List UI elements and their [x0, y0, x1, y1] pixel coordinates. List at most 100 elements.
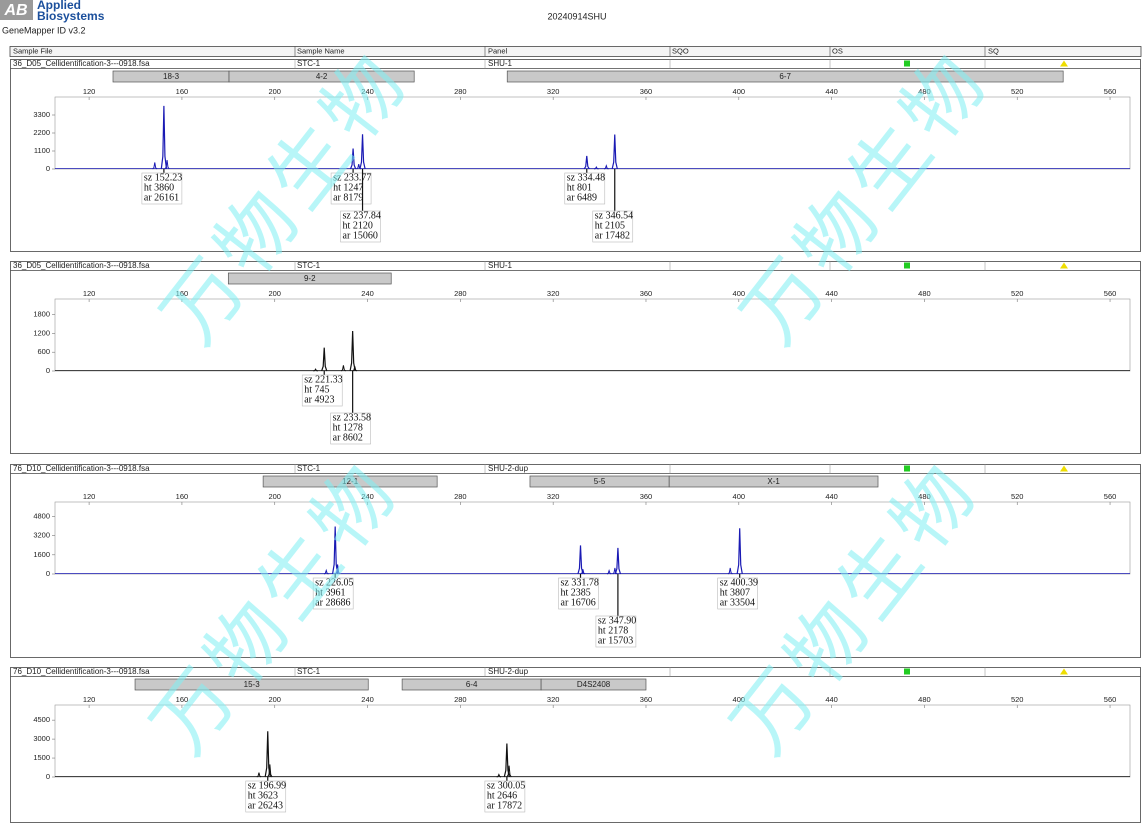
- peak-label-key: ht: [144, 183, 152, 194]
- peak-label: sz 233.58: [333, 413, 371, 424]
- x-tick-label: 440: [825, 289, 838, 298]
- peak-label-box: [564, 172, 606, 205]
- peak-label-key: ht: [720, 588, 728, 599]
- peak: [359, 134, 366, 170]
- peak-label-box: [141, 172, 183, 205]
- peak-label-value: 3860: [154, 183, 174, 194]
- y-tick-label: 1600: [33, 550, 50, 559]
- peak-label-value: 26161: [154, 193, 179, 204]
- peak-label-key: sz: [567, 173, 576, 184]
- peak-label: ar 4923: [304, 395, 334, 406]
- y-tick-label: 3000: [33, 734, 50, 743]
- peak-label: ar 26243: [248, 801, 283, 812]
- peak-label-key: ht: [595, 221, 603, 232]
- peak: [331, 526, 339, 575]
- peak-label: ht 2105: [595, 221, 625, 232]
- peak-label: ht 801: [567, 183, 592, 194]
- peak-label-key: ar: [561, 598, 569, 609]
- peak-label-key: ar: [315, 598, 323, 609]
- peak-label-key: ar: [487, 801, 495, 812]
- x-tick-label: 560: [1104, 289, 1117, 298]
- x-tick-label: 360: [640, 289, 653, 298]
- column-label: Panel: [488, 46, 508, 55]
- status-warning: [1060, 262, 1068, 269]
- y-tick-label: 0: [46, 569, 50, 578]
- minor-peak: [580, 569, 586, 575]
- status-ok: [904, 668, 910, 675]
- peak-label-key: ar: [304, 395, 312, 406]
- peak-label: ht 3807: [720, 588, 750, 599]
- column-label: Sample File: [13, 46, 53, 55]
- peak: [611, 134, 618, 170]
- peak-label-box: [330, 172, 372, 205]
- peak-label-value: 237.84: [353, 211, 381, 222]
- peak-label: ar 28686: [315, 598, 350, 609]
- bin-label: 9-2: [304, 274, 316, 283]
- y-tick-label: 2200: [33, 128, 50, 137]
- x-tick-label: 280: [454, 492, 467, 501]
- peak-label: sz 237.84: [343, 211, 381, 222]
- x-tick-label: 120: [83, 289, 96, 298]
- peak-label: ht 3860: [144, 183, 174, 194]
- peak-label-value: 331.78: [571, 578, 599, 589]
- x-tick-label: 200: [268, 87, 281, 96]
- bin: [134, 678, 369, 691]
- peak-label-value: 1247: [343, 183, 363, 194]
- minor-peak: [506, 765, 512, 778]
- peak-label-value: 334.48: [578, 173, 606, 184]
- x-tick-label: 120: [83, 87, 96, 96]
- peak-label-value: 2385: [571, 588, 591, 599]
- peak-label: ar 17482: [595, 231, 630, 242]
- peak-label-key: ar: [720, 598, 728, 609]
- sample-name: STC-1: [297, 667, 321, 676]
- minor-peak: [152, 162, 158, 170]
- peak: [349, 330, 356, 372]
- x-tick-label: 520: [1011, 289, 1024, 298]
- y-tick-label: 1200: [33, 328, 50, 337]
- x-tick-label: 560: [1104, 492, 1117, 501]
- peak-label-box: [245, 780, 287, 813]
- y-tick-label: 4800: [33, 511, 50, 520]
- y-tick-label: 1500: [33, 753, 50, 762]
- peak-label-value: 2120: [353, 221, 373, 232]
- peak-label-key: ht: [487, 791, 495, 802]
- peak-label-value: 152.23: [155, 173, 183, 184]
- y-tick-label: 600: [37, 347, 50, 356]
- plot-area: [54, 96, 1131, 170]
- sample-name: STC-1: [297, 464, 321, 473]
- bin: [262, 475, 438, 488]
- peak-label-value: 400.39: [731, 578, 759, 589]
- x-tick-label: 480: [918, 289, 931, 298]
- sample-name: STC-1: [297, 59, 321, 68]
- software: GeneMapper ID v3.2: [2, 25, 86, 35]
- peak-label: ar 15060: [343, 231, 378, 242]
- peak-label: sz 334.48: [567, 173, 605, 184]
- peak-label-box: [558, 577, 599, 610]
- peak-label: sz 331.78: [561, 578, 599, 589]
- x-tick-label: 520: [1011, 87, 1024, 96]
- y-tick-label: 1100: [34, 146, 50, 155]
- bin-label: 6-7: [779, 72, 791, 81]
- status-ok: [904, 262, 910, 269]
- peak-label: sz 346.54: [595, 211, 633, 222]
- status-ok: [904, 465, 910, 472]
- x-tick-label: 520: [1011, 695, 1024, 704]
- peak-label-key: ht: [333, 423, 341, 434]
- sample-file: 36_D05_Cellidentification-3---0918.fsa: [13, 261, 150, 270]
- peak-label-value: 2646: [497, 791, 517, 802]
- x-tick-label: 440: [825, 492, 838, 501]
- y-tick-label: 4500: [33, 715, 50, 724]
- peak-label: sz 300.05: [487, 781, 525, 792]
- peak-label-key: ar: [595, 231, 603, 242]
- peak-label-value: 3961: [325, 588, 345, 599]
- peak-label-value: 233.77: [344, 173, 372, 184]
- x-tick-label: 160: [176, 87, 189, 96]
- peak-label: sz 221.33: [304, 375, 342, 386]
- peak-label-key: sz: [333, 173, 342, 184]
- x-tick-label: 320: [547, 695, 560, 704]
- minor-peak: [612, 567, 618, 575]
- minor-peak: [313, 368, 318, 372]
- peak-label-value: 226.05: [326, 578, 354, 589]
- bin: [228, 70, 415, 83]
